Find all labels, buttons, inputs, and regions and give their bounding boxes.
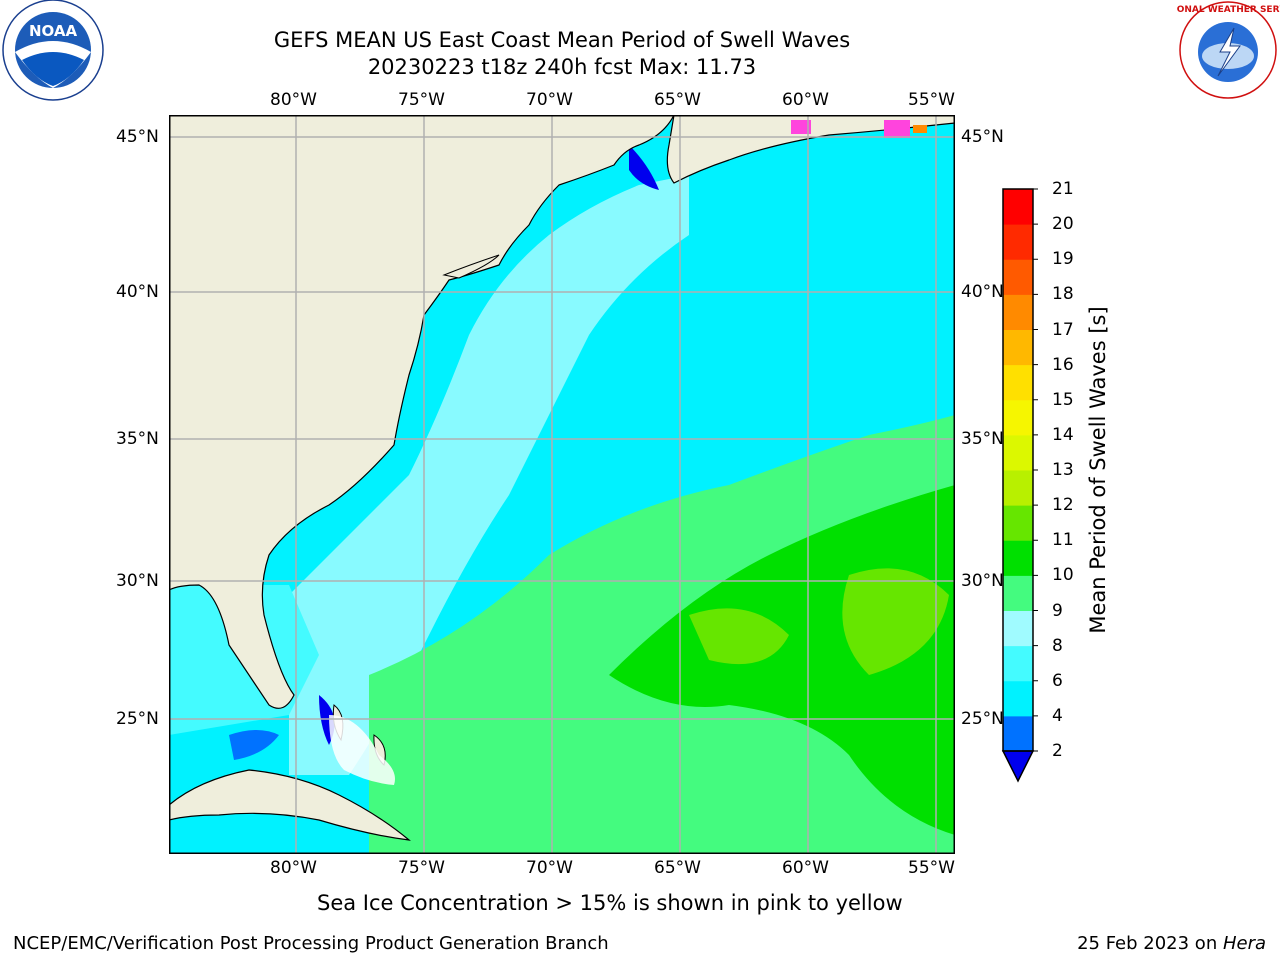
lat-label-left: 45°N <box>116 127 159 147</box>
footer-date-text: 25 Feb 2023 on <box>1077 933 1223 954</box>
colorbar-tick-label: 2 <box>1052 741 1063 761</box>
colorbar-segment <box>1003 189 1033 225</box>
lon-label-top: 65°W <box>654 90 701 110</box>
colorbar-segment <box>1003 715 1033 752</box>
lon-label-top: 55°W <box>908 90 955 110</box>
colorbar-tick-label: 17 <box>1052 319 1074 340</box>
lat-label-right: 35°N <box>961 429 1004 449</box>
colorbar-segment <box>1003 364 1033 401</box>
map-subtitle: 20230223 t18z 240h fcst Max: 11.73 <box>367 55 757 79</box>
colorbar-tick-label: 8 <box>1052 635 1063 656</box>
sea-ice-patch <box>884 120 910 138</box>
lon-label-bottom: 60°W <box>782 858 829 878</box>
colorbar-tick-label: 13 <box>1052 460 1074 480</box>
colorbar-tick-label: 9 <box>1052 600 1063 621</box>
lat-label-right: 45°N <box>961 127 1004 147</box>
colorbar-tick-label: 10 <box>1052 565 1074 586</box>
colorbar-segment <box>1003 505 1033 541</box>
footer-date: 25 Feb 2023 on Hera <box>1077 933 1266 954</box>
cuba-land <box>169 769 411 841</box>
map-title: GEFS MEAN US East Coast Mean Period of S… <box>273 28 851 52</box>
colorbar-tick-label: 14 <box>1052 424 1074 445</box>
colorbar-tick-label: 16 <box>1052 354 1074 375</box>
lon-label-bottom: 65°W <box>654 858 701 878</box>
swell-period-map <box>169 115 955 854</box>
noaa-logo-text: NOAA <box>29 22 78 40</box>
bay-of-fundy-low-period <box>629 145 659 190</box>
swell-11-12-patch <box>842 568 949 675</box>
lat-label-left: 40°N <box>116 282 159 302</box>
florida-straits-low-period <box>229 730 279 760</box>
footer-host: Hera <box>1222 933 1266 954</box>
map-frame <box>169 115 955 854</box>
swell-11-12-patch <box>689 608 789 665</box>
map-gridlines <box>169 115 955 854</box>
nws-logo: NATIONAL WEATHER SERVICE <box>1176 1 1280 99</box>
colorbar-tick-label: 15 <box>1052 389 1074 410</box>
lon-label-top: 60°W <box>782 90 829 110</box>
colorbar-tick-label: 6 <box>1052 670 1063 691</box>
lon-label-bottom: 80°W <box>270 858 317 878</box>
colorbar-label: Mean Period of Swell Waves [s] <box>1086 306 1110 634</box>
noaa-logo: NOAA <box>2 0 104 101</box>
sea-ice-patch <box>913 125 927 133</box>
lon-label-bottom: 70°W <box>526 858 573 878</box>
colorbar-segment <box>1003 434 1033 471</box>
colorbar-segment <box>1003 329 1033 366</box>
lat-label-right: 25°N <box>961 709 1004 729</box>
nws-logo-text: NATIONAL WEATHER SERVICE <box>1176 5 1280 15</box>
colorbar-segment <box>1003 540 1033 576</box>
bahamas-bank <box>329 715 395 785</box>
colorbar-tick-label: 19 <box>1052 249 1074 270</box>
colorbar-segment <box>1003 680 1033 717</box>
colorbar-segment <box>1003 610 1033 647</box>
colorbar-segment <box>1003 470 1033 506</box>
colorbar-tick-label: 20 <box>1052 214 1074 235</box>
colorbar-tick-label: 4 <box>1052 705 1063 726</box>
sea-ice-patch <box>791 120 811 134</box>
shelf-band <box>289 175 689 775</box>
lon-label-top: 75°W <box>398 90 445 110</box>
colorbar-segment <box>1003 399 1033 436</box>
lon-label-top: 80°W <box>270 90 317 110</box>
colorbar-tick-label: 11 <box>1052 530 1074 551</box>
sea-ice-note: Sea Ice Concentration > 15% is shown in … <box>317 891 903 915</box>
lon-label-bottom: 55°W <box>908 858 955 878</box>
colorbar-tick-label: 12 <box>1052 495 1074 516</box>
colorbar-segment <box>1003 575 1033 611</box>
lon-label-top: 70°W <box>526 90 573 110</box>
colorbar-tick-label: 18 <box>1052 284 1074 305</box>
colorbar <box>1001 188 1038 783</box>
lat-label-right: 30°N <box>961 571 1004 591</box>
colorbar-extend-arrow <box>1001 750 1035 783</box>
colorbar-tick-label: 21 <box>1052 179 1074 199</box>
colorbar-segment <box>1003 259 1033 295</box>
colorbar-segment <box>1003 294 1033 330</box>
lat-label-left: 30°N <box>116 571 159 591</box>
colorbar-segment <box>1003 224 1033 260</box>
footer-branch: NCEP/EMC/Verification Post Processing Pr… <box>13 933 609 954</box>
long-island-land <box>442 254 500 279</box>
lon-label-bottom: 75°W <box>398 858 445 878</box>
colorbar-segment <box>1003 645 1033 682</box>
lat-label-right: 40°N <box>961 282 1004 302</box>
lat-label-left: 35°N <box>116 429 159 449</box>
lat-label-left: 25°N <box>116 709 159 729</box>
